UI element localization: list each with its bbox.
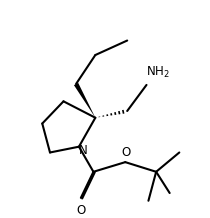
Text: N: N	[78, 144, 87, 157]
Text: O: O	[122, 146, 131, 159]
Polygon shape	[74, 83, 95, 118]
Text: O: O	[76, 204, 85, 217]
Text: NH$_2$: NH$_2$	[147, 65, 170, 80]
